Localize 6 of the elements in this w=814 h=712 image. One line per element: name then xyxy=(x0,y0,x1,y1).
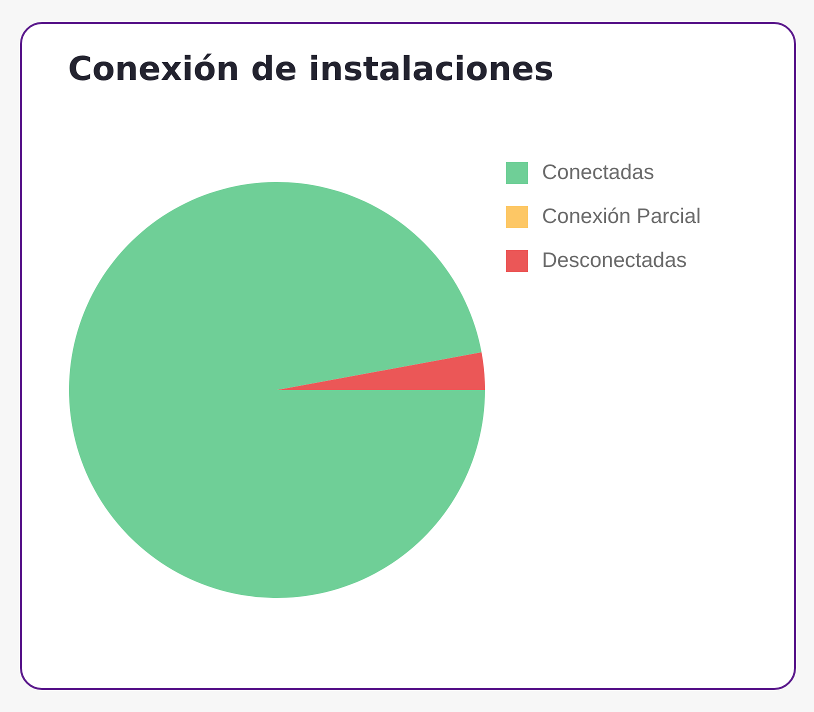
legend-label: Desconectadas xyxy=(542,249,687,272)
pie-slice xyxy=(69,182,485,598)
legend-label: Conexión Parcial xyxy=(542,205,701,228)
legend-label: Conectadas xyxy=(542,161,654,184)
pie-slice xyxy=(277,352,485,390)
chart-title: Conexión de instalaciones xyxy=(68,49,554,88)
